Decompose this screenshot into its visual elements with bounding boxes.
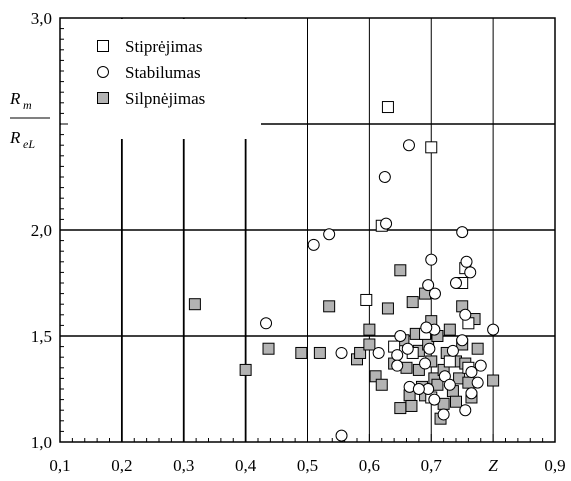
data-point-square-filled [443, 323, 456, 336]
legend-marker-circle-open [97, 66, 109, 78]
data-point-square-filled [375, 378, 388, 391]
data-point-circle-open [428, 287, 441, 300]
data-point-circle-open [446, 344, 459, 357]
x-tick-label: Z [488, 456, 498, 475]
x-tick-label: 0,5 [297, 456, 318, 475]
data-point-circle-open [307, 238, 320, 251]
data-point-circle-open [456, 226, 469, 239]
data-point-square-filled [313, 346, 326, 359]
data-point-circle-open [464, 266, 477, 279]
data-point-square-filled [381, 302, 394, 315]
data-point-square-filled [406, 296, 419, 309]
y-label-denominator-sub: eL [23, 137, 35, 151]
data-point-square-filled [405, 399, 418, 412]
tick-labels: 0,1 0,2 0,3 0,4 0,5 0,6 0,7 Z 0,9 1,0 1,5 2,0 3,0 [31, 9, 566, 475]
legend: Stiprėjimas Stabilumas Silpnėjimas [97, 37, 205, 108]
data-point-square-filled [394, 264, 407, 277]
x-tick-label: 0,1 [49, 456, 70, 475]
data-point-square-filled [363, 323, 376, 336]
data-point-circle-open [391, 359, 404, 372]
data-point-circle-open [465, 366, 478, 379]
x-tick-label: 0,7 [421, 456, 443, 475]
data-point-square-filled [412, 363, 425, 376]
data-point-circle-open [372, 346, 385, 359]
grid [60, 18, 555, 442]
data-point-square-filled [471, 342, 484, 355]
data-point-circle-open [419, 357, 432, 370]
data-point-circle-open [402, 139, 415, 152]
data-point-square-filled [262, 342, 275, 355]
data-points [188, 101, 500, 442]
x-tick-label: 0,4 [235, 456, 257, 475]
data-point-square-filled [363, 338, 376, 351]
legend-label: Stiprėjimas [125, 37, 202, 56]
data-point-circle-open [335, 429, 348, 442]
data-point-circle-open [428, 393, 441, 406]
data-point-square-filled [354, 346, 367, 359]
data-point-circle-open [474, 359, 487, 372]
y-label-numerator-base: R [9, 89, 21, 108]
data-point-circle-open [323, 228, 336, 241]
data-point-circle-open [437, 408, 450, 421]
y-tick-label: 1,5 [31, 327, 52, 346]
legend-marker-square-filled [97, 92, 109, 104]
y-tick-label: 3,0 [31, 9, 52, 28]
data-point-circle-open [380, 217, 393, 230]
data-point-square-open [381, 101, 394, 114]
data-point-square-open [425, 141, 438, 154]
data-point-circle-open [425, 253, 438, 266]
data-point-circle-open [423, 342, 436, 355]
data-point-circle-open [450, 277, 462, 289]
data-point-circle-open [422, 279, 435, 292]
y-label-denominator-base: R [9, 128, 21, 147]
data-point-circle-open [443, 378, 456, 391]
legend-background [61, 19, 261, 139]
data-point-circle-open [456, 334, 469, 347]
legend-label: Silpnėjimas [125, 89, 205, 108]
data-point-square-filled [239, 363, 252, 376]
data-point-circle-open [401, 342, 414, 355]
data-point-square-open [360, 293, 373, 306]
x-tick-label: 0,3 [173, 456, 194, 475]
data-point-square-filled [394, 402, 407, 415]
y-tick-label: 1,0 [31, 433, 52, 452]
data-point-square-filled [295, 346, 308, 359]
data-point-circle-open [459, 404, 472, 417]
data-point-square-filled [188, 298, 201, 311]
data-point-circle-open [335, 346, 348, 359]
data-point-circle-open [378, 171, 391, 183]
data-point-circle-open [394, 330, 407, 342]
data-point-circle-open [391, 349, 404, 362]
data-point-square-filled [487, 374, 500, 387]
data-point-circle-open [471, 376, 484, 389]
x-tick-label: 0,2 [111, 456, 132, 475]
legend-marker-square-open [97, 40, 109, 52]
data-point-square-filled [369, 370, 382, 383]
y-label-numerator-sub: m [23, 98, 32, 112]
data-point-circle-open [487, 323, 500, 336]
data-point-circle-open [412, 383, 425, 395]
data-point-square-filled [323, 300, 336, 313]
legend-label: Stabilumas [125, 63, 201, 82]
data-point-circle-open [260, 317, 273, 330]
data-point-square-filled [450, 395, 462, 408]
data-point-square-open [443, 355, 456, 368]
y-axis-label: R m R eL [9, 89, 50, 151]
data-point-circle-open [420, 321, 433, 334]
data-point-circle-open [465, 387, 478, 400]
data-point-circle-open [460, 255, 473, 268]
y-tick-label: 2,0 [31, 221, 52, 240]
x-tick-label: 0,6 [359, 456, 380, 475]
data-point-circle-open [459, 308, 472, 321]
x-tick-label: 0,9 [544, 456, 565, 475]
